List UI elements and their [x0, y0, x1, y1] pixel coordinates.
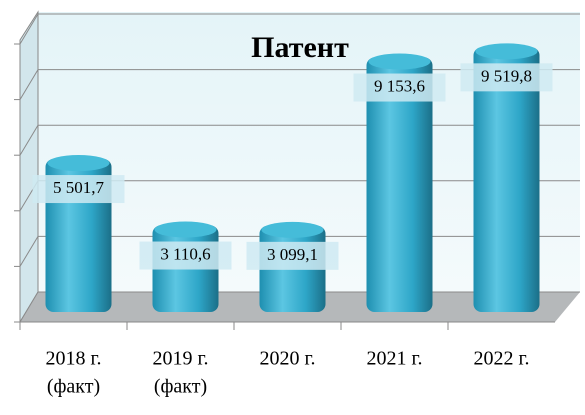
grid-line-side: [19, 69, 39, 100]
value-label-box: [353, 73, 446, 102]
bar: [366, 53, 433, 312]
x-tick-label: 2018 г.: [46, 348, 102, 370]
chart-title: Патент: [251, 31, 349, 64]
x-tick-label: 2019 г.: [153, 348, 209, 370]
value-label-box: [460, 63, 553, 92]
value-label: 5 501,7: [53, 178, 105, 197]
value-label: 9 153,6: [374, 76, 425, 95]
bar-body: [366, 57, 433, 312]
bar-top: [47, 155, 110, 172]
x-tick-label: 2020 г.: [260, 348, 316, 370]
x-tick-label: 2021 г.: [367, 348, 423, 370]
x-tick-label: (факт): [154, 376, 207, 398]
value-label: 3 099,1: [267, 245, 318, 264]
x-tick-label: (факт): [47, 376, 100, 398]
bar-top: [475, 43, 538, 60]
value-label-box: [139, 241, 232, 270]
value-label-box: [32, 175, 125, 204]
grid-line-side: [19, 124, 39, 156]
grid-line-side: [19, 291, 39, 323]
x-tick-label: 2022 г.: [474, 348, 530, 370]
grid-line-side: [19, 13, 39, 45]
bar-body: [473, 47, 540, 313]
bar-top: [154, 221, 217, 238]
value-label: 9 519,8: [481, 66, 532, 85]
side-wall: [19, 10, 39, 324]
bar: [473, 43, 540, 313]
bar-top: [261, 221, 324, 238]
grid-line-side: [19, 236, 39, 267]
value-label: 3 110,6: [160, 244, 210, 263]
bar-top: [368, 53, 431, 70]
value-label-box: [246, 241, 339, 270]
